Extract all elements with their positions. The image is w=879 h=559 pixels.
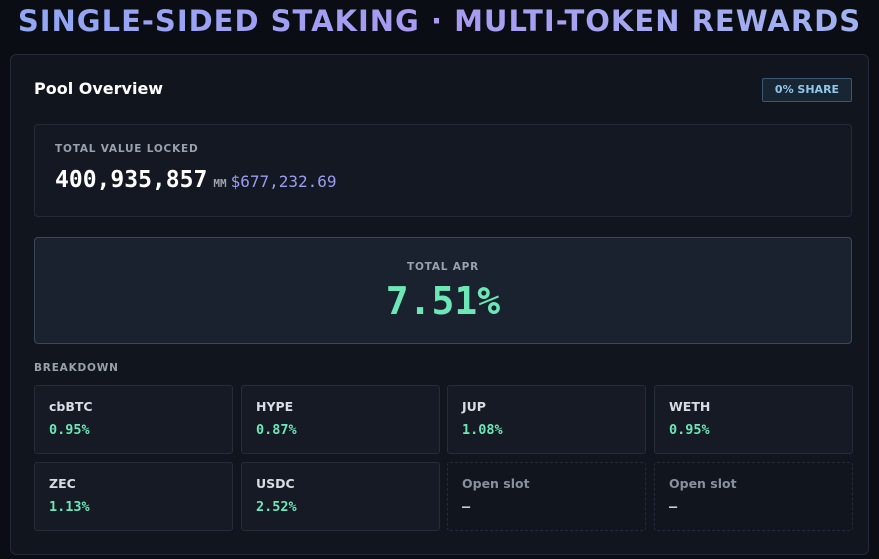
share-badge: 0% SHARE (762, 78, 852, 102)
apr-box: TOTAL APR 7.51% (34, 237, 852, 344)
token-name: Open slot (462, 476, 530, 491)
token-name: ZEC (49, 476, 76, 491)
tvl-unit: MM (213, 177, 227, 190)
token-apr: — (462, 499, 471, 515)
token-card: ZEC 1.13% (34, 462, 233, 531)
token-apr: 1.13% (49, 499, 90, 515)
page-title: SINGLE-SIDED STAKING · MULTI-TOKEN REWAR… (0, 4, 879, 38)
token-card: HYPE 0.87% (241, 385, 440, 454)
token-name: JUP (462, 399, 486, 414)
open-slot-card: Open slot — (447, 462, 646, 531)
token-name: USDC (256, 476, 295, 491)
token-name: WETH (669, 399, 711, 414)
panel-title: Pool Overview (34, 79, 164, 98)
token-name: cbBTC (49, 399, 93, 414)
token-card: cbBTC 0.95% (34, 385, 233, 454)
token-card: USDC 2.52% (241, 462, 440, 531)
token-card: WETH 0.95% (654, 385, 853, 454)
tvl-box: TOTAL VALUE LOCKED 400,935,857 MM $677,232… (34, 124, 852, 217)
apr-label: TOTAL APR (406, 261, 479, 273)
token-apr: 2.52% (256, 499, 297, 515)
open-slot-card: Open slot — (654, 462, 853, 531)
pool-panel: Pool Overview 0% SHARE TOTAL VALUE LOCKE… (10, 54, 869, 555)
tvl-label: TOTAL VALUE LOCKED (55, 143, 199, 155)
token-apr: 1.08% (462, 422, 503, 438)
tvl-usd: $677,232.69 (230, 172, 337, 191)
token-apr: 0.87% (256, 422, 297, 438)
tvl-row: 400,935,857 MM $677,232.69 (55, 167, 337, 193)
token-apr: 0.95% (49, 422, 90, 438)
token-name: HYPE (256, 399, 294, 414)
breakdown-label: BREAKDOWN (34, 362, 119, 374)
token-name: Open slot (669, 476, 737, 491)
token-apr: — (669, 499, 678, 515)
apr-value: 7.51% (385, 279, 501, 323)
tvl-amount: 400,935,857 (55, 167, 208, 193)
token-apr: 0.95% (669, 422, 710, 438)
token-card: JUP 1.08% (447, 385, 646, 454)
